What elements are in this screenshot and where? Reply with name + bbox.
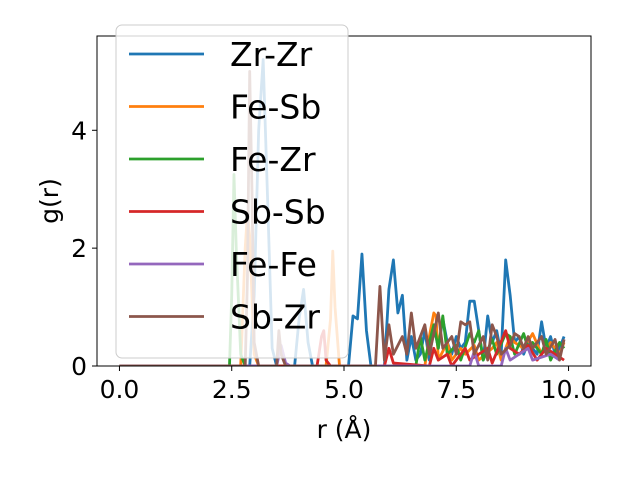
series-line-sb-sb <box>119 329 565 366</box>
y-axis-label: g(r) <box>35 178 64 224</box>
x-tick-label: 2.5 <box>212 375 252 404</box>
x-tick-label: 5.0 <box>324 375 364 404</box>
legend-label-zr-zr: Zr-Zr <box>230 35 313 74</box>
y-tick-label: 4 <box>71 116 87 145</box>
axes: 0.0 2.5 5.0 7.5 10.0 0 2 4 <box>71 35 597 404</box>
legend-label-fe-fe: Fe-Fe <box>230 245 317 284</box>
x-tick-label: 10.0 <box>541 375 597 404</box>
y-tick-label: 0 <box>71 352 87 381</box>
y-tick-label: 2 <box>71 234 87 263</box>
legend-label-fe-sb: Fe-Sb <box>230 88 321 127</box>
legend: Zr-Zr Fe-Sb Fe-Zr Sb-Sb Fe-Fe Sb-Zr <box>115 24 349 359</box>
legend-label-fe-zr: Fe-Zr <box>230 140 316 179</box>
x-axis-label: r (Å) <box>317 415 372 444</box>
legend-label-sb-zr: Sb-Zr <box>230 298 320 337</box>
legend-label-sb-sb: Sb-Sb <box>230 193 326 232</box>
legend-box <box>115 24 349 359</box>
x-tick-label: 7.5 <box>436 375 476 404</box>
x-tick-label: 0.0 <box>100 375 140 404</box>
